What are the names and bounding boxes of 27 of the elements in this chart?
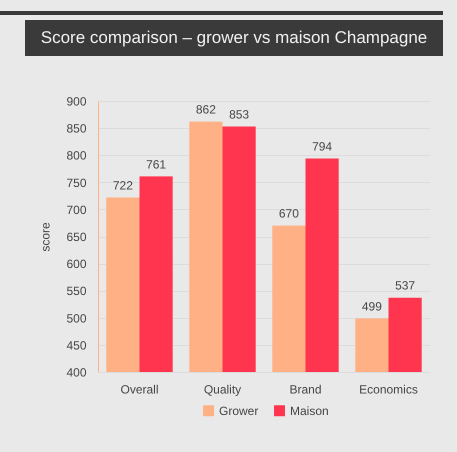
y-tick-label: 550 [66, 284, 87, 298]
y-tick-label: 800 [66, 148, 87, 163]
y-tick-label: 900 [66, 94, 87, 108]
legend-label: Grower [219, 404, 258, 418]
y-axis-title: score [38, 222, 52, 252]
y-tick-label: 650 [66, 230, 87, 244]
y-tick-label: 500 [66, 311, 87, 326]
y-tick-label: 850 [66, 122, 87, 136]
y-tick-label: 450 [66, 338, 87, 352]
y-tick-label: 700 [66, 202, 87, 217]
x-tick-label: Quality [204, 382, 242, 396]
data-label: 670 [278, 206, 300, 221]
y-tick-label: 750 [66, 176, 87, 190]
chart-title: Score comparison – grower vs maison Champagne [25, 20, 443, 56]
data-label: 761 [146, 157, 166, 172]
legend-label: Maison [290, 404, 329, 418]
x-tick-label: Brand [289, 382, 322, 396]
data-label: 794 [312, 139, 332, 154]
x-tick-label: Economics [359, 382, 418, 396]
data-label: 862 [196, 102, 216, 117]
data-label: 722 [112, 178, 134, 192]
x-tick-label: Overall [120, 382, 159, 396]
y-tick-label: 600 [66, 257, 87, 272]
y-tick-label: 400 [66, 366, 87, 380]
data-label: 499 [362, 299, 382, 314]
data-label: 853 [229, 107, 250, 122]
data-label: 537 [395, 278, 416, 293]
